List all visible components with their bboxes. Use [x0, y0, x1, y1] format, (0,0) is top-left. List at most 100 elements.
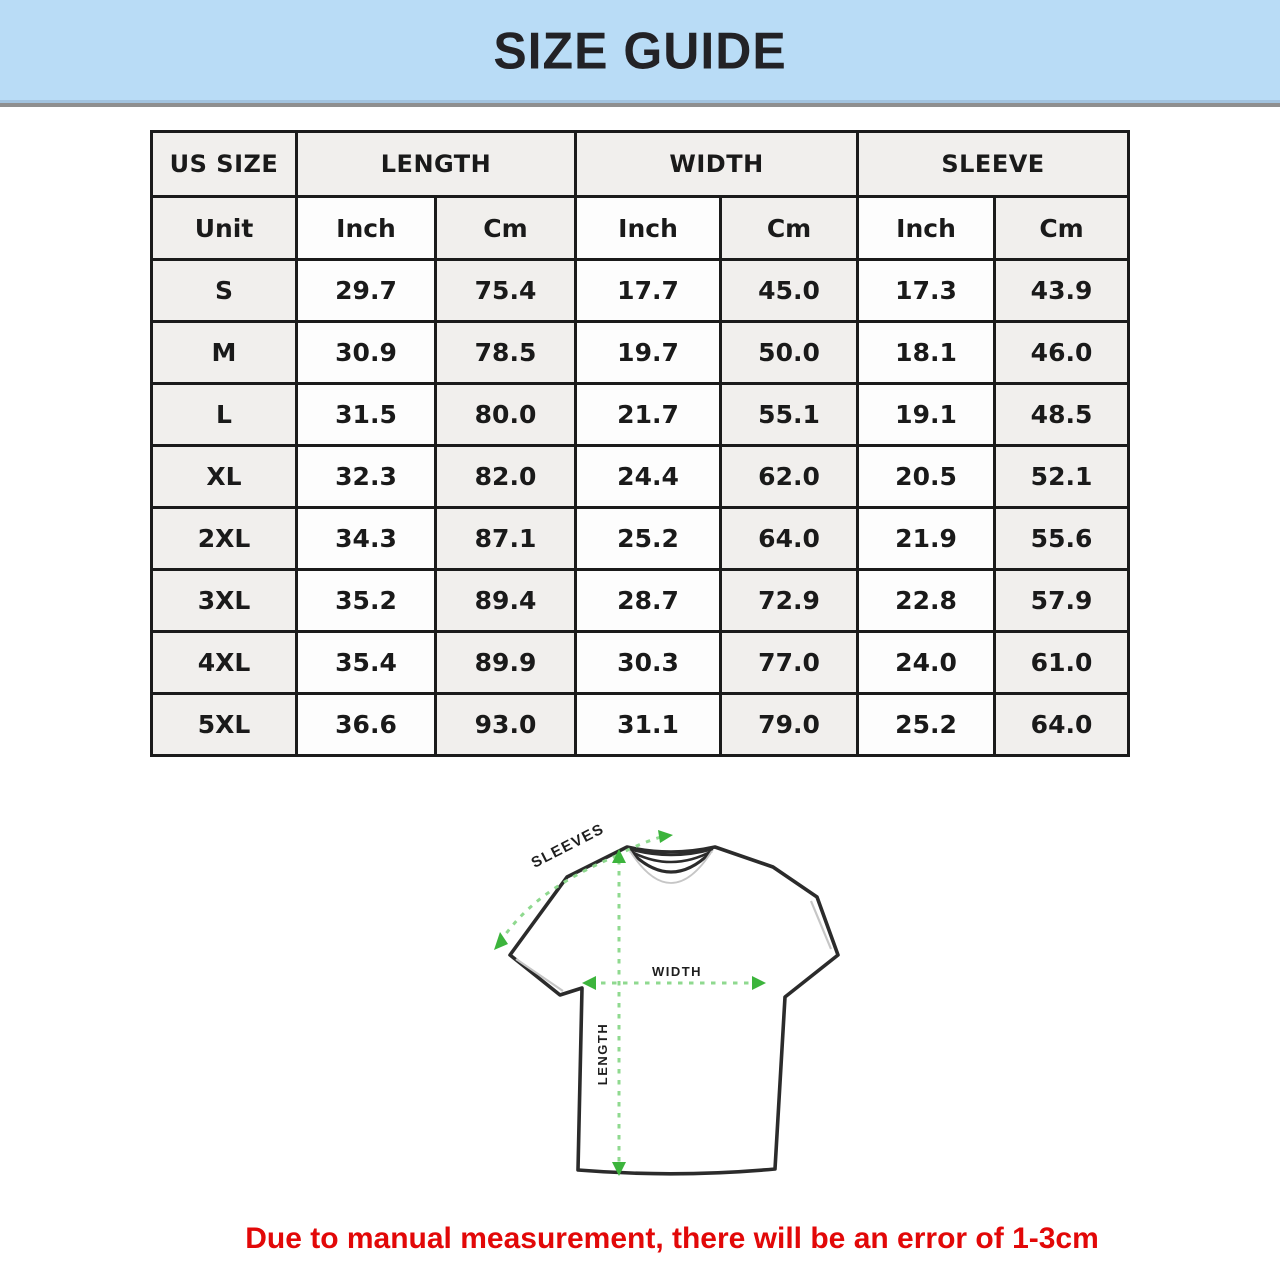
unit-inch-length: Inch: [295, 195, 437, 261]
size-cell: 3XL: [150, 568, 298, 633]
value-cell: 89.4: [433, 568, 578, 633]
unit-cm-sleeve: Cm: [993, 195, 1131, 261]
collar-band-arc-1: [628, 847, 714, 857]
size-table-body: S 29.7 75.4 17.7 45.0 17.3 43.9 M 30.9 78.5 19.7 50…: [150, 258, 1131, 757]
value-cell: 55.1: [719, 382, 860, 447]
table-row: 4XL 35.4 89.9 30.3 77.0 24.0 61.0: [150, 630, 1131, 695]
header-us-size: US SIZE: [150, 130, 298, 198]
size-cell: 2XL: [150, 506, 298, 571]
table-row: M 30.9 78.5 19.7 50.0 18.1 46.0: [150, 320, 1131, 385]
size-table: US SIZE LENGTH WIDTH SLEEVE Unit Inch Cm…: [150, 130, 1131, 757]
collar-stitch-arc: [629, 850, 713, 884]
unit-inch-sleeve: Inch: [856, 195, 997, 261]
table-unit-row: Unit Inch Cm Inch Cm Inch Cm: [150, 195, 1131, 261]
value-cell: 24.0: [856, 630, 997, 695]
table-header-row: US SIZE LENGTH WIDTH SLEEVE: [150, 130, 1131, 198]
value-cell: 55.6: [993, 506, 1131, 571]
value-cell: 30.9: [295, 320, 437, 385]
size-cell: S: [150, 258, 298, 323]
table-row: S 29.7 75.4 17.7 45.0 17.3 43.9: [150, 258, 1131, 323]
header-length: LENGTH: [294, 130, 578, 198]
value-cell: 78.5: [433, 320, 578, 385]
value-cell: 32.3: [295, 444, 437, 509]
unit-label: Unit: [150, 195, 298, 261]
length-label: LENGTH: [595, 1023, 610, 1085]
value-cell: 31.5: [295, 382, 437, 447]
value-cell: 34.3: [295, 506, 437, 571]
value-cell: 19.7: [574, 320, 723, 385]
table-row: 5XL 36.6 93.0 31.1 79.0 25.2 64.0: [150, 692, 1131, 757]
unit-inch-width: Inch: [574, 195, 723, 261]
value-cell: 24.4: [574, 444, 723, 509]
size-cell: XL: [150, 444, 298, 509]
measurement-disclaimer: Due to manual measurement, there will be…: [245, 1222, 1099, 1255]
value-cell: 82.0: [433, 444, 578, 509]
length-arrowhead-bottom: [612, 1162, 626, 1176]
value-cell: 25.2: [856, 692, 997, 757]
table-row: 3XL 35.2 89.4 28.7 72.9 22.8 57.9: [150, 568, 1131, 633]
right-sleeve-hem-line: [809, 900, 833, 950]
value-cell: 87.1: [433, 506, 578, 571]
value-cell: 46.0: [993, 320, 1131, 385]
value-cell: 72.9: [719, 568, 860, 633]
banner-divider: [0, 103, 1280, 107]
sleeves-arrowhead-end: [494, 932, 508, 950]
value-cell: 36.6: [295, 692, 437, 757]
unit-cm-width: Cm: [719, 195, 860, 261]
value-cell: 22.8: [856, 568, 997, 633]
value-cell: 64.0: [993, 692, 1131, 757]
length-arrowhead-top: [612, 849, 626, 863]
sleeves-measure-line: [498, 854, 617, 943]
sleeves-arrowhead-top: [658, 830, 673, 843]
value-cell: 89.9: [433, 630, 578, 695]
left-sleeve-hem-line: [515, 958, 564, 992]
tshirt-outline: [508, 845, 840, 1176]
value-cell: 19.1: [856, 382, 997, 447]
value-cell: 17.7: [574, 258, 723, 323]
tshirt-diagram: SLEEVES WIDTH LENGTH: [430, 800, 890, 1220]
value-cell: 25.2: [574, 506, 723, 571]
header-width: WIDTH: [574, 130, 860, 198]
value-cell: 35.2: [295, 568, 437, 633]
value-cell: 64.0: [719, 506, 860, 571]
table-row: L 31.5 80.0 21.7 55.1 19.1 48.5: [150, 382, 1131, 447]
unit-cm-length: Cm: [433, 195, 578, 261]
table-row: XL 32.3 82.0 24.4 62.0 20.5 52.1: [150, 444, 1131, 509]
size-cell: 4XL: [150, 630, 298, 695]
value-cell: 75.4: [433, 258, 578, 323]
tshirt-svg: SLEEVES WIDTH LENGTH: [494, 820, 840, 1176]
value-cell: 62.0: [719, 444, 860, 509]
value-cell: 80.0: [433, 382, 578, 447]
value-cell: 35.4: [295, 630, 437, 695]
value-cell: 45.0: [719, 258, 860, 323]
value-cell: 21.7: [574, 382, 723, 447]
width-arrowhead-right: [752, 976, 766, 990]
value-cell: 18.1: [856, 320, 997, 385]
value-cell: 17.3: [856, 258, 997, 323]
size-cell: L: [150, 382, 298, 447]
value-cell: 31.1: [574, 692, 723, 757]
width-arrowhead-left: [582, 976, 596, 990]
value-cell: 50.0: [719, 320, 860, 385]
value-cell: 21.9: [856, 506, 997, 571]
value-cell: 29.7: [295, 258, 437, 323]
width-label: WIDTH: [652, 964, 702, 979]
page-title: SIZE GUIDE: [493, 21, 787, 81]
header-sleeve: SLEEVE: [856, 130, 1131, 198]
value-cell: 48.5: [993, 382, 1131, 447]
table-row: 2XL 34.3 87.1 25.2 64.0 21.9 55.6: [150, 506, 1131, 571]
banner: SIZE GUIDE: [0, 0, 1280, 103]
value-cell: 61.0: [993, 630, 1131, 695]
value-cell: 30.3: [574, 630, 723, 695]
value-cell: 28.7: [574, 568, 723, 633]
size-cell: M: [150, 320, 298, 385]
value-cell: 93.0: [433, 692, 578, 757]
value-cell: 20.5: [856, 444, 997, 509]
value-cell: 79.0: [719, 692, 860, 757]
value-cell: 43.9: [993, 258, 1131, 323]
collar-band-arc-2: [629, 849, 713, 864]
value-cell: 57.9: [993, 568, 1131, 633]
value-cell: 52.1: [993, 444, 1131, 509]
size-cell: 5XL: [150, 692, 298, 757]
